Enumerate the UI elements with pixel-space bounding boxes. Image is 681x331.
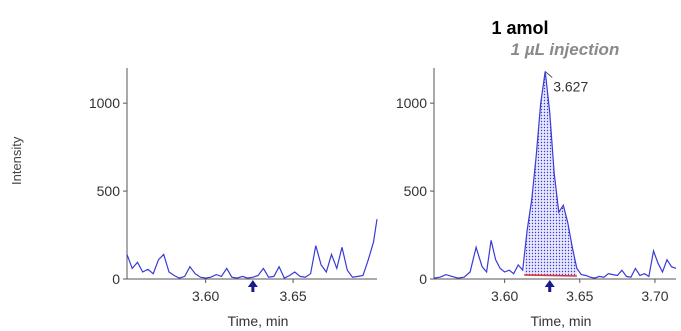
y-tick-label: 1000: [89, 95, 120, 111]
annotation-title: 1 amol: [491, 18, 549, 38]
x-tick-label: 3.60: [491, 288, 518, 304]
retention-marker-icon: [544, 280, 555, 287]
x-tick-label: 3.70: [641, 288, 668, 304]
peak-apex-label: 3.627: [553, 79, 588, 95]
x-axis-label: Time, min: [531, 313, 592, 329]
x-tick-label: 3.65: [279, 288, 306, 304]
y-tick-label: 0: [419, 271, 427, 287]
peak-label-leader: [544, 71, 553, 78]
retention-marker-stem: [548, 286, 552, 292]
chromatogram-trace: [126, 219, 378, 279]
retention-marker-icon: [247, 280, 258, 287]
y-tick-label: 500: [97, 183, 121, 199]
y-tick-label: 500: [404, 183, 428, 199]
x-tick-label: 3.65: [566, 288, 593, 304]
peak-baseline: [524, 274, 577, 277]
chromatogram-trace: [433, 71, 677, 279]
peak-area: [524, 71, 577, 276]
retention-marker-stem: [251, 286, 255, 292]
y-tick-label: 0: [112, 271, 120, 287]
x-axis-label: Time, min: [228, 313, 289, 329]
y-tick-label: 1000: [396, 95, 427, 111]
annotation-subtitle: 1 µL injection: [510, 40, 620, 59]
x-tick-label: 3.60: [192, 288, 219, 304]
